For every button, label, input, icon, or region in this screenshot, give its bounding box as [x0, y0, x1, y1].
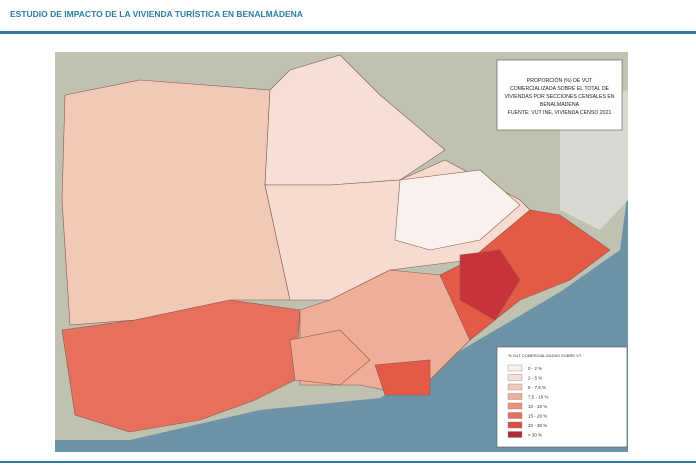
header-rule	[0, 31, 696, 34]
map-title-box: PROPORCIÓN (%) DE VUT COMERCIALIZADA SOBR…	[496, 59, 623, 131]
legend-label: 5 - 7,5 %	[528, 385, 546, 390]
legend-swatch	[507, 421, 523, 429]
map-title-line: BENALMÁDENA	[540, 101, 580, 108]
map-title-line: COMERCIALIZADA SOBRE EL TOTAL DE	[510, 86, 610, 92]
legend-label: 10 - 15 %	[528, 404, 547, 409]
map-title-line: FUENTE: VUT INE, VIVIENDA CENSO 2021	[508, 110, 612, 116]
legend-swatch	[507, 393, 523, 400]
header-title: ESTUDIO DE IMPACTO DE LA VIVIENDA TURÍST…	[10, 9, 303, 19]
sea	[55, 190, 628, 452]
legend-label: 20 - 30 %	[528, 423, 547, 428]
legend-swatch	[507, 364, 523, 372]
legend-swatch	[507, 402, 523, 410]
legend-title: % VUT COMERCIALIZADAS SOBRE VT	[508, 353, 582, 358]
legend: % VUT COMERCIALIZADAS SOBRE VT 0 - 2 % 2 …	[496, 346, 628, 448]
legend-label: 7,5 - 10 %	[528, 395, 549, 400]
footer-rule	[0, 461, 696, 463]
legend-swatch	[507, 383, 523, 391]
legend-swatch	[507, 374, 523, 381]
map-title-line: VIVIENDAS POR SECCIONES CENSALES EN	[504, 94, 614, 100]
legend-label: 2 - 5 %	[528, 376, 542, 381]
legend-swatch	[507, 412, 523, 419]
legend-label: 15 - 20 %	[528, 414, 547, 419]
legend-swatch	[507, 431, 523, 438]
sections	[61, 54, 611, 433]
legend-label: 0 - 2 %	[528, 366, 542, 371]
map-title-line: PROPORCIÓN (%) DE VUT	[527, 77, 593, 84]
legend-label: > 30 %	[528, 433, 542, 438]
